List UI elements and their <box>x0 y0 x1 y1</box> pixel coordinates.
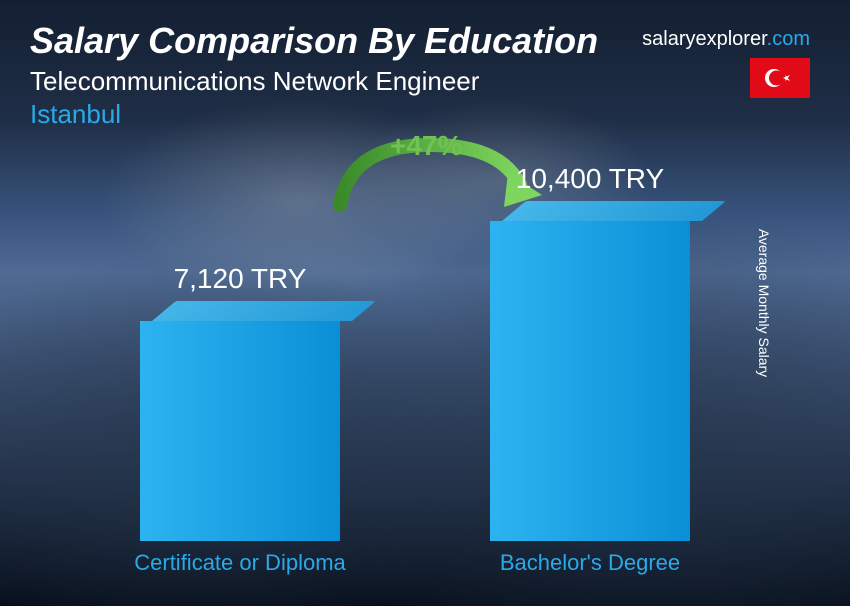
bar-shape <box>490 221 690 541</box>
bar-value-label: 7,120 TRY <box>174 263 307 295</box>
bar-certificate: 7,120 TRY Certificate or Diploma <box>140 321 340 541</box>
brand-suffix: .com <box>767 28 810 50</box>
bar-bachelor: 10,400 TRY Bachelor's Degree <box>490 221 690 541</box>
bar-shape <box>140 321 340 541</box>
chart-area: +47% 7,120 TRY Certificate or Diploma 10… <box>60 160 770 571</box>
brand-name: salaryexplorer <box>642 28 767 50</box>
bar-front-face <box>490 221 690 541</box>
bar-value-label: 10,400 TRY <box>516 163 664 195</box>
increase-percentage: +47% <box>390 130 462 162</box>
country-flag-icon <box>750 58 810 98</box>
bar-top-face <box>152 301 376 321</box>
bar-category-label: Bachelor's Degree <box>500 550 680 576</box>
brand-logo: salaryexplorer.com <box>642 28 810 51</box>
bar-category-label: Certificate or Diploma <box>134 550 346 576</box>
bar-front-face <box>140 321 340 541</box>
page-subtitle: Telecommunications Network Engineer <box>30 66 820 97</box>
page-location: Istanbul <box>30 99 820 130</box>
bar-top-face <box>502 201 726 221</box>
